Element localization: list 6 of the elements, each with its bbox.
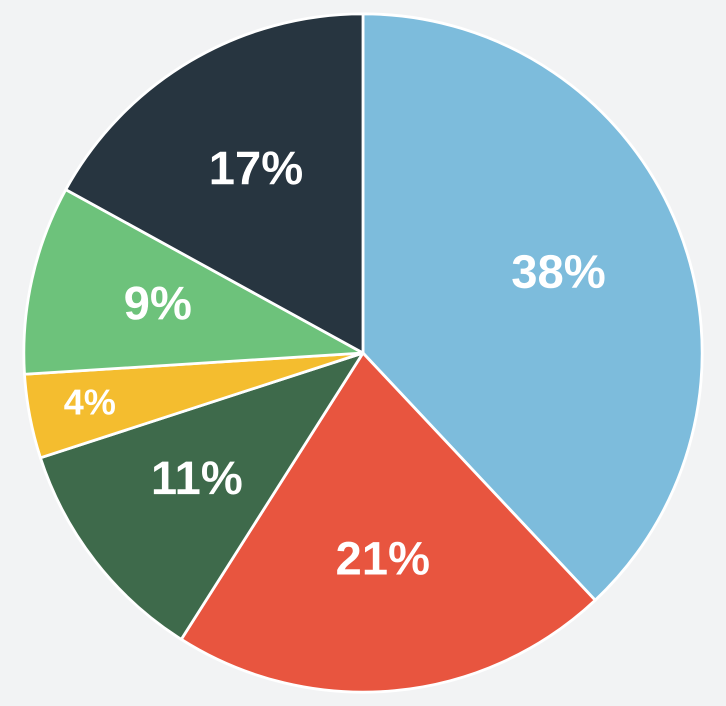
data-label: 38% — [512, 254, 605, 288]
data-label: 11% — [154, 461, 242, 494]
data-label: 9% — [125, 286, 191, 320]
data-label: 17% — [212, 151, 302, 185]
data-label: 4% — [64, 389, 115, 415]
data-label: 21% — [337, 542, 429, 575]
